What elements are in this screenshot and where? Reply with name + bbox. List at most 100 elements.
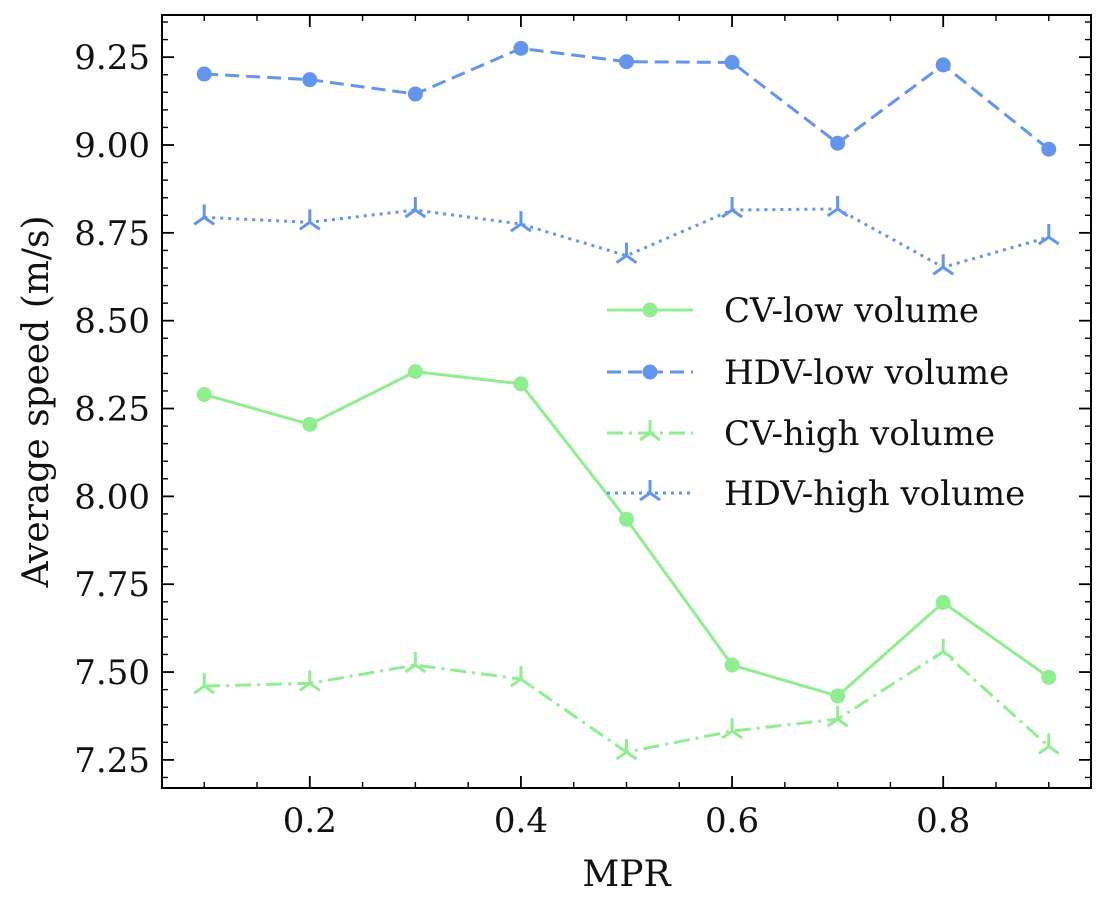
marker-arm <box>649 491 661 502</box>
marker-arm <box>639 431 651 442</box>
marker-arm <box>414 208 427 219</box>
legend: CV-low volume HDV-low volume CV-high volum… <box>607 291 1025 514</box>
x-tick-label: 0.4 <box>494 801 548 841</box>
legend-entry: HDV-high volume <box>607 474 1025 514</box>
marker-arm <box>1047 745 1060 755</box>
marker-arm <box>932 650 945 660</box>
marker-arm <box>731 208 743 219</box>
marker-arm <box>298 682 311 692</box>
legend-label: CV-low volume <box>724 291 979 331</box>
legend-entry: CV-low volume <box>607 291 979 331</box>
series-1 <box>196 364 1057 704</box>
x-tick-label: 0.6 <box>705 801 759 841</box>
y-axis-label: Average speed (m/s) <box>16 215 57 588</box>
series-3 <box>193 638 1060 761</box>
marker-arm <box>1047 235 1060 246</box>
data-point <box>193 673 216 695</box>
marker-arm <box>721 208 733 219</box>
data-point <box>510 211 532 233</box>
data-point <box>935 57 951 73</box>
data-point <box>721 718 743 740</box>
marker-arm <box>615 254 628 264</box>
data-point <box>724 54 740 70</box>
marker-arm <box>836 717 849 728</box>
marker-arm <box>203 684 216 695</box>
data-point <box>407 364 423 380</box>
marker-arm <box>625 750 638 761</box>
marker-arm <box>625 254 638 264</box>
marker-arm <box>942 650 955 660</box>
marker-arm <box>414 663 427 674</box>
data-point <box>404 652 427 674</box>
plot-frame <box>161 14 1092 789</box>
legend-marker <box>642 302 658 318</box>
marker-arm <box>510 677 522 688</box>
marker-arm <box>520 677 532 688</box>
data-point <box>1037 224 1060 246</box>
marker-arm <box>826 207 839 218</box>
y-tick-label: 7.50 <box>74 653 150 693</box>
data-point <box>932 638 955 660</box>
x-tick-label: 0.8 <box>916 801 970 841</box>
marker-arm <box>826 717 839 728</box>
y-tick-label: 7.75 <box>74 565 150 605</box>
data-point <box>302 416 318 432</box>
marker-arm <box>308 221 321 231</box>
marker-arm <box>639 491 651 502</box>
data-point <box>721 197 743 219</box>
y-tick-label: 7.25 <box>74 741 150 781</box>
data-point <box>1041 669 1057 685</box>
marker-arm <box>193 684 206 695</box>
x-axis-label: MPR <box>582 854 671 895</box>
data-point <box>1041 141 1057 157</box>
marker-arm <box>308 682 321 692</box>
data-point <box>513 40 529 56</box>
series-2 <box>196 40 1057 157</box>
marker-arm <box>721 729 733 740</box>
series-layer <box>193 40 1060 761</box>
marker-arm <box>731 729 743 740</box>
legend-label: HDV-high volume <box>724 474 1025 514</box>
x-tick-label: 0.2 <box>283 801 337 841</box>
data-point <box>830 135 846 151</box>
data-point <box>510 666 532 688</box>
data-point <box>619 54 634 70</box>
legend-entry: CV-high volume <box>607 414 995 454</box>
series-line <box>204 207 1050 269</box>
data-point <box>826 706 849 728</box>
marker-arm <box>932 266 945 276</box>
data-point <box>826 195 849 218</box>
data-point <box>302 72 318 88</box>
legend-marker <box>639 480 661 502</box>
series-4 <box>193 195 1060 276</box>
data-point <box>724 657 740 673</box>
data-point <box>615 242 638 264</box>
marker-arm <box>649 431 661 442</box>
legend-marker <box>639 420 661 442</box>
y-tick-label: 9.25 <box>74 38 150 78</box>
legend-entry: HDV-low volume <box>607 353 1009 393</box>
marker-arm <box>942 266 955 276</box>
y-tick-label: 8.50 <box>74 302 150 342</box>
marker-arm <box>1037 235 1050 246</box>
marker-arm <box>510 222 522 233</box>
data-point <box>196 386 212 402</box>
marker-arm <box>836 207 849 218</box>
marker-arm <box>193 216 206 226</box>
marker-arm <box>298 221 311 231</box>
data-point <box>193 204 216 226</box>
marker-arm <box>520 222 532 233</box>
y-tick-label: 8.00 <box>74 477 150 517</box>
y-tick-label: 8.75 <box>74 214 150 254</box>
data-point <box>513 376 529 392</box>
data-point <box>619 511 634 527</box>
data-point <box>935 594 951 610</box>
tick-labels: 0.2 0.4 0.6 0.8 7.25 7.50 7.75 8.00 8.25 8.50 8.75… <box>74 38 970 841</box>
legend-label: HDV-low volume <box>724 353 1009 393</box>
marker-arm <box>404 663 417 674</box>
tick-marks <box>162 15 1091 788</box>
marker-arm <box>1037 745 1050 755</box>
legend-label: CV-high volume <box>724 414 995 454</box>
data-point <box>615 739 638 761</box>
